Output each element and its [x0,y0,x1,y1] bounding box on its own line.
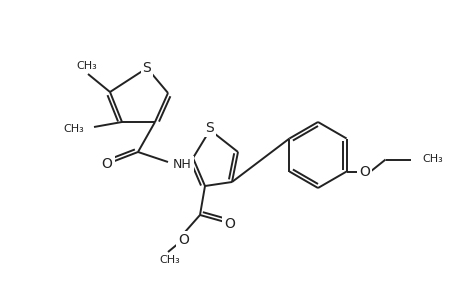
Text: O: O [358,164,369,178]
Text: CH₃: CH₃ [422,154,442,164]
Text: S: S [205,121,214,135]
Text: CH₃: CH₃ [63,124,84,134]
Text: CH₃: CH₃ [77,61,97,71]
Text: CH₃: CH₃ [159,255,180,265]
Text: O: O [224,217,235,231]
Text: O: O [178,233,189,247]
Text: NH: NH [173,158,191,170]
Text: S: S [142,61,151,75]
Text: O: O [101,157,112,171]
